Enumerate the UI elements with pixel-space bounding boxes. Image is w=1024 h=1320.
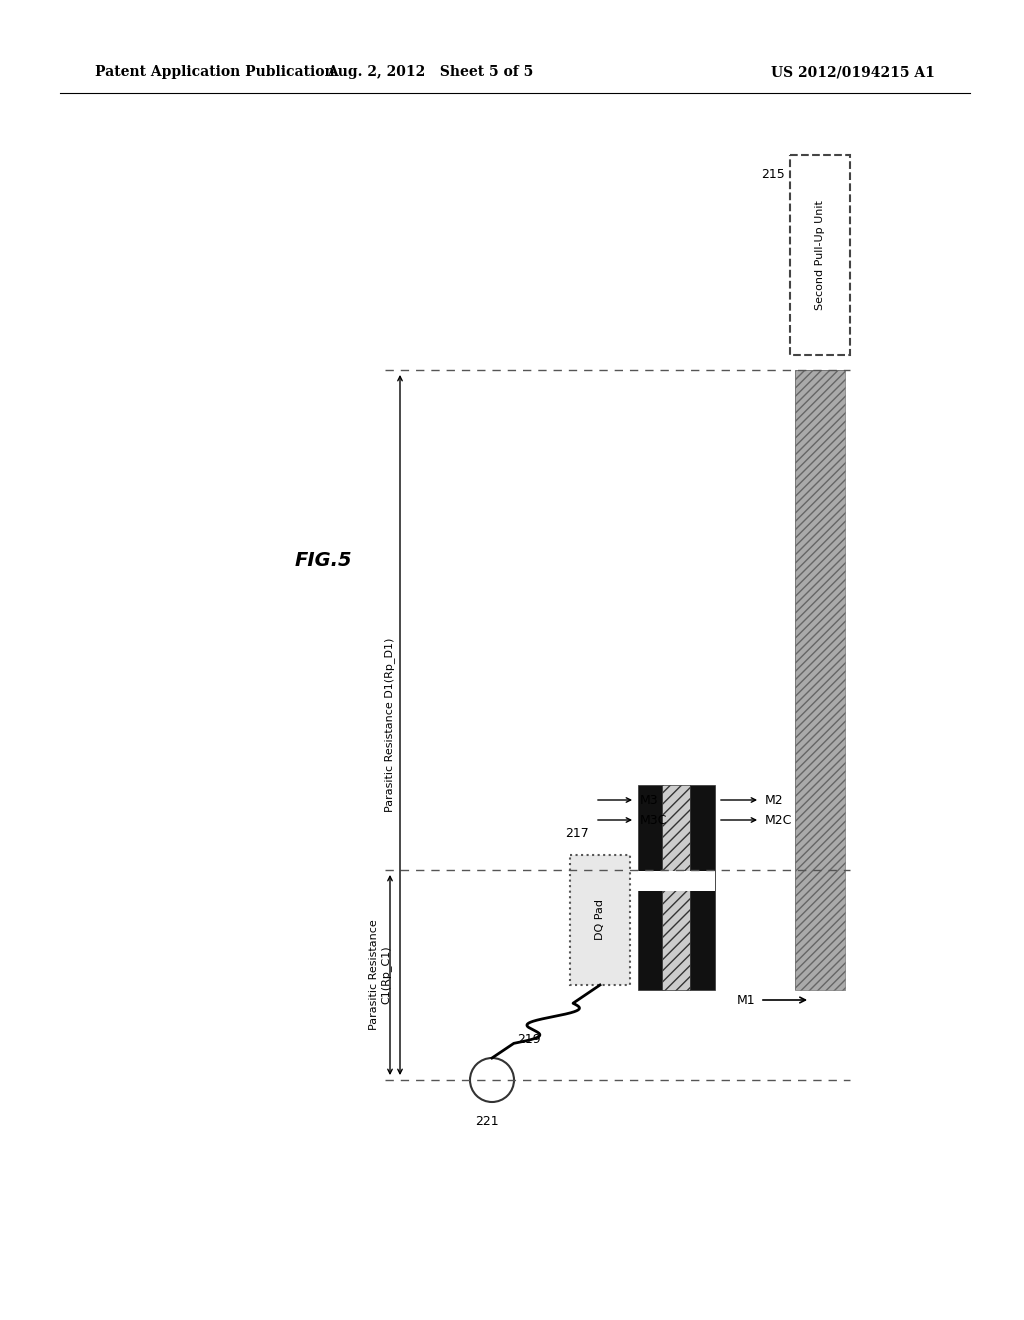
Text: 221: 221 [475, 1115, 499, 1129]
Text: M1: M1 [736, 994, 755, 1006]
Bar [638, 871, 663, 891]
Text: Second Pull-Up Unit: Second Pull-Up Unit [815, 201, 825, 310]
Bar [690, 871, 715, 891]
Text: Patent Application Publication: Patent Application Publication [95, 65, 335, 79]
Text: Aug. 2, 2012   Sheet 5 of 5: Aug. 2, 2012 Sheet 5 of 5 [327, 65, 534, 79]
Text: Parasitic Resistance D1(Rp_D1): Parasitic Resistance D1(Rp_D1) [385, 638, 395, 812]
Text: 217: 217 [565, 828, 589, 840]
Text: 215: 215 [761, 169, 785, 181]
Text: M2C: M2C [765, 813, 793, 826]
Text: US 2012/0194215 A1: US 2012/0194215 A1 [771, 65, 935, 79]
Text: 219: 219 [517, 1034, 541, 1047]
Text: M3: M3 [640, 793, 658, 807]
Bar [662, 785, 690, 990]
Text: M2: M2 [765, 793, 783, 807]
Text: DQ Pad: DQ Pad [595, 899, 605, 940]
Bar [795, 370, 845, 990]
Bar [570, 855, 630, 985]
Text: M3C: M3C [640, 813, 668, 826]
Bar [795, 370, 845, 990]
Bar [690, 785, 715, 990]
Text: Parasitic Resistance
C1(Rp_C1): Parasitic Resistance C1(Rp_C1) [369, 920, 391, 1031]
Bar [790, 154, 850, 355]
Bar [638, 785, 663, 990]
Text: FIG.5: FIG.5 [295, 550, 352, 569]
Bar [662, 871, 690, 891]
